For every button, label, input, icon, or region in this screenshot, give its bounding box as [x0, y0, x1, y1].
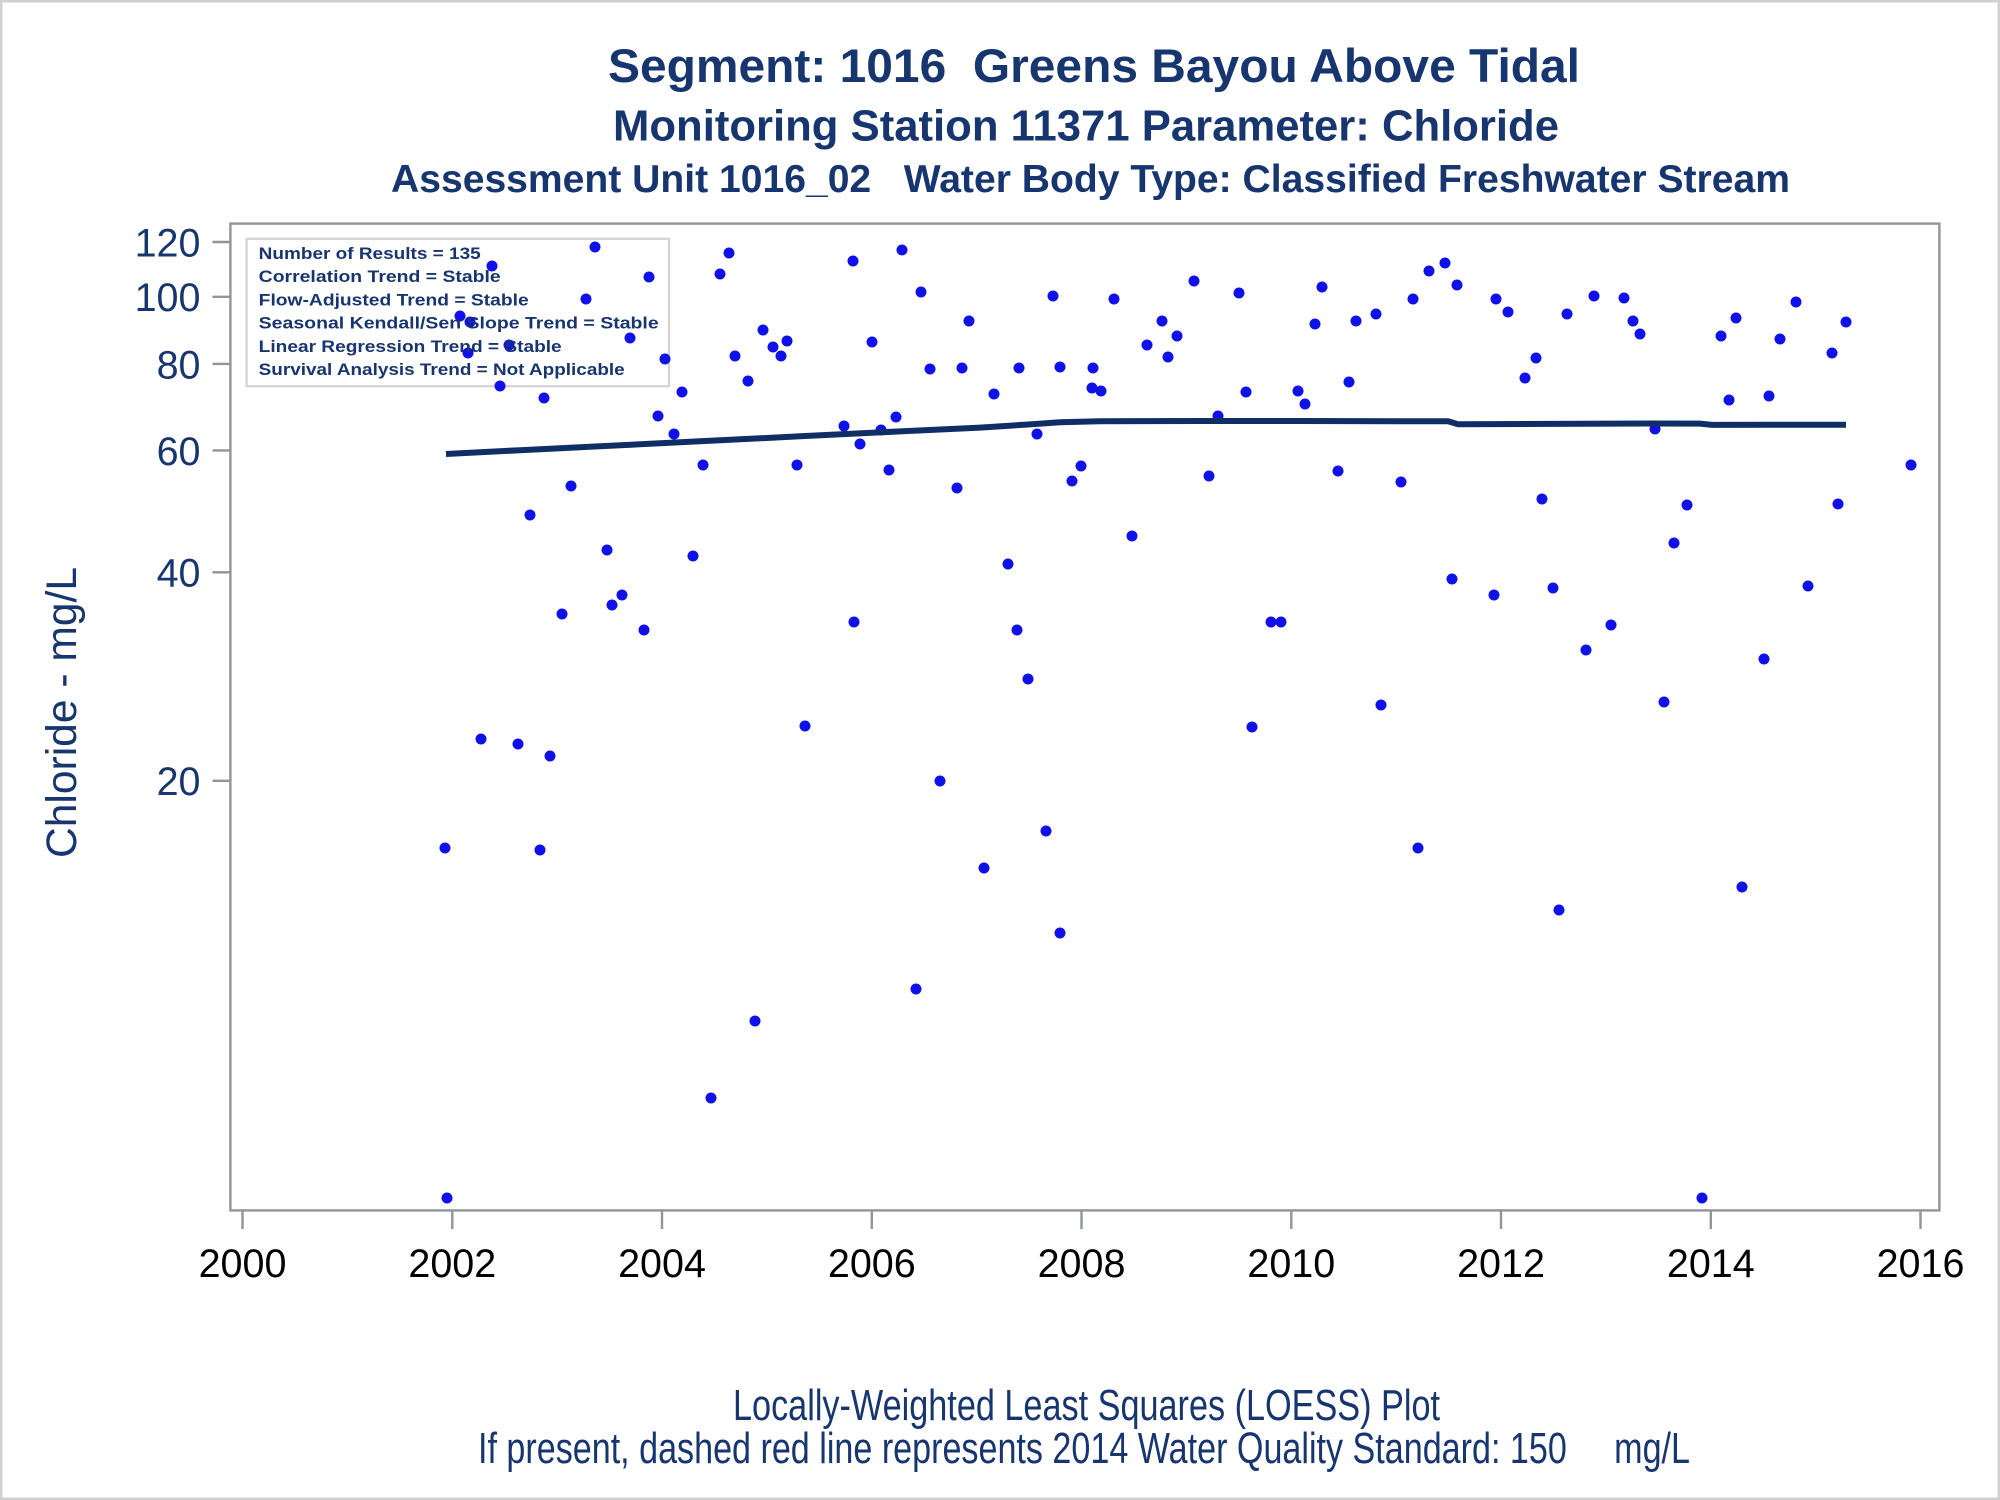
svg-text:2012: 2012 — [1457, 1242, 1545, 1286]
svg-text:100: 100 — [135, 276, 201, 320]
svg-text:2000: 2000 — [199, 1242, 287, 1286]
svg-text:120: 120 — [135, 221, 201, 265]
svg-text:2002: 2002 — [408, 1242, 496, 1286]
svg-text:Segment: 1016 Greens Bayou Ab: Segment: 1016 Greens Bayou Above Tidal — [608, 39, 1580, 92]
svg-text:Monitoring Station 11371 Param: Monitoring Station 11371 Parameter: Chlo… — [613, 103, 1559, 151]
svg-text:Chloride - mg/L: Chloride - mg/L — [38, 567, 86, 858]
svg-text:2006: 2006 — [828, 1242, 916, 1286]
svg-text:Flow-Adjusted Trend = Stable: Flow-Adjusted Trend = Stable — [259, 290, 529, 309]
svg-text:20: 20 — [157, 760, 201, 804]
svg-text:2014: 2014 — [1667, 1242, 1755, 1286]
svg-text:80: 80 — [157, 343, 201, 387]
svg-text:Survival Analysis Trend = Not: Survival Analysis Trend = Not Applicable — [259, 360, 625, 379]
svg-text:60: 60 — [157, 430, 201, 474]
svg-text:2004: 2004 — [618, 1242, 706, 1286]
svg-text:Number of Results = 135: Number of Results = 135 — [259, 244, 481, 263]
svg-text:Locally-Weighted Least Squares: Locally-Weighted Least Squares (LOESS) P… — [733, 1381, 1440, 1430]
svg-text:Assessment Unit 1016_02 Wate: Assessment Unit 1016_02 Water Body Type:… — [391, 158, 1790, 201]
svg-text:2016: 2016 — [1877, 1242, 1965, 1286]
svg-text:2010: 2010 — [1247, 1242, 1335, 1286]
svg-text:Seasonal Kendall/Sen Slope Tre: Seasonal Kendall/Sen Slope Trend = Stabl… — [259, 314, 659, 333]
svg-text:40: 40 — [157, 552, 201, 596]
svg-text:If present, dashed red line re: If present, dashed red line represents 2… — [478, 1424, 1690, 1473]
svg-text:Linear Regression Trend = Stab: Linear Regression Trend = Stable — [259, 337, 562, 356]
svg-text:Correlation Trend = Stable: Correlation Trend = Stable — [259, 267, 501, 286]
svg-text:2008: 2008 — [1038, 1242, 1126, 1286]
